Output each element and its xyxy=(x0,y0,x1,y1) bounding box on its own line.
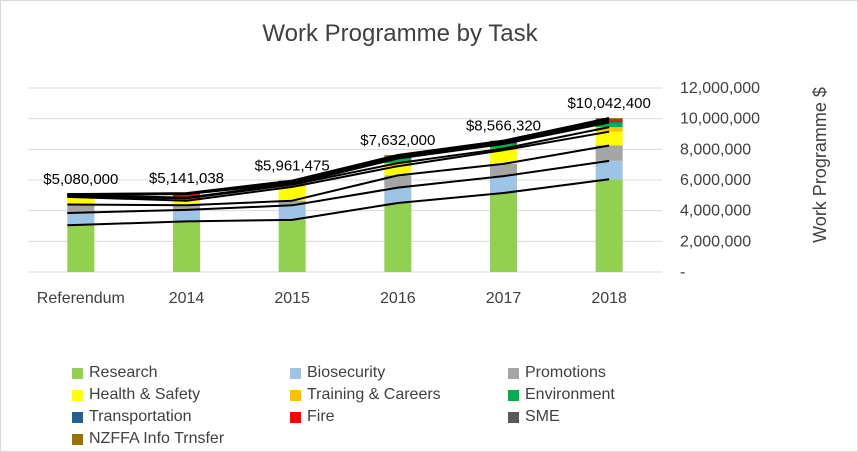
bar-segment xyxy=(173,200,200,206)
bar-segment xyxy=(67,204,95,213)
legend-label: SME xyxy=(525,408,560,425)
legend-swatch xyxy=(508,389,519,401)
bar-segment xyxy=(490,193,517,272)
bar-segment xyxy=(67,225,95,272)
y-tick-label: 10,000,000 xyxy=(680,111,760,128)
x-tick-label: 2015 xyxy=(274,290,310,307)
x-tick-label: 2017 xyxy=(486,290,522,307)
legend-swatch xyxy=(290,389,301,401)
legend-label: Health & Safety xyxy=(89,386,201,403)
legend-item: Promotions xyxy=(508,364,606,382)
legend-item: Research xyxy=(72,364,157,382)
y-tick-label: 4,000,000 xyxy=(680,203,751,220)
bar-segment xyxy=(384,163,412,167)
series-connector-line xyxy=(67,159,610,214)
legend-label: Transportation xyxy=(89,408,192,425)
bar-segment xyxy=(67,196,95,205)
series-connector-line xyxy=(67,144,610,207)
bar-segment xyxy=(490,150,517,164)
legend-item: Transportation xyxy=(72,408,192,426)
series-connector-line xyxy=(67,117,610,196)
bar-segment xyxy=(384,203,412,272)
total-data-label: $5,141,038 xyxy=(149,170,224,187)
total-data-label: $7,632,000 xyxy=(360,132,435,149)
bar-segment xyxy=(595,122,623,128)
bar-segment xyxy=(278,186,306,201)
bar-segment xyxy=(595,179,623,272)
y-tick-label: 12,000,000 xyxy=(680,80,760,97)
bar-segment xyxy=(278,219,306,272)
legend-label: Biosecurity xyxy=(307,364,386,381)
total-data-label: $5,080,000 xyxy=(43,171,118,188)
bar-segment xyxy=(278,184,306,187)
legend-label: Training & Careers xyxy=(307,386,441,403)
bar-segment xyxy=(173,205,200,210)
y-axis-title: Work Programme $ xyxy=(810,87,830,243)
x-tick-label: Referendum xyxy=(37,290,125,307)
y-tick-label: - xyxy=(680,264,685,281)
legend-swatch xyxy=(290,367,301,379)
legend-item: Health & Safety xyxy=(72,386,200,404)
bar-segment xyxy=(595,131,623,146)
bar-segment xyxy=(67,212,95,226)
bar-segment xyxy=(384,158,412,164)
legend-swatch xyxy=(508,367,519,379)
bar-segment xyxy=(278,205,306,220)
bar-segment xyxy=(278,200,306,206)
legend-item: Fire xyxy=(290,408,335,426)
legend-item: Environment xyxy=(508,386,615,404)
bar-segment xyxy=(595,160,623,180)
bar-segment xyxy=(173,198,200,201)
series-connector-line xyxy=(67,178,610,227)
legend-item: Training & Careers xyxy=(290,386,441,404)
chart-title: Work Programme by Task xyxy=(262,20,538,47)
legend-label: Environment xyxy=(525,386,615,403)
series-connector-line xyxy=(67,130,610,202)
bar-segment xyxy=(595,145,623,161)
x-tick-label: 2018 xyxy=(591,290,627,307)
bar-segment xyxy=(384,187,412,203)
y-tick-label: 6,000,000 xyxy=(680,172,751,189)
x-tick-label: 2014 xyxy=(169,290,205,307)
bar-segment xyxy=(490,163,517,177)
total-data-label: $5,961,475 xyxy=(255,158,330,175)
bar-segment xyxy=(384,175,412,188)
legend-item: NZFFA Info Trnsfer xyxy=(72,430,224,448)
bar-segment xyxy=(173,221,200,272)
legend-swatch xyxy=(508,411,519,423)
bar-segment xyxy=(384,166,412,176)
legend-label: NZFFA Info Trnsfer xyxy=(89,430,225,447)
total-data-label: $10,042,400 xyxy=(567,95,650,112)
bar-segment xyxy=(173,194,200,198)
legend-item: SME xyxy=(508,408,560,426)
x-tick-label: 2016 xyxy=(380,290,416,307)
legend-label: Fire xyxy=(307,408,335,425)
y-tick-label: 2,000,000 xyxy=(680,233,751,250)
y-tick-label: 8,000,000 xyxy=(680,141,751,158)
bar-segment xyxy=(490,143,517,149)
legend-swatch xyxy=(290,411,301,423)
legend-label: Promotions xyxy=(525,364,606,381)
legend-label: Research xyxy=(89,364,158,381)
legend-item: Biosecurity xyxy=(290,364,385,382)
legend-swatch xyxy=(72,411,83,423)
legend-swatch xyxy=(72,433,83,445)
bar-segment xyxy=(173,209,200,222)
legend-swatch xyxy=(72,367,83,379)
bar-segment xyxy=(490,176,517,194)
total-data-label: $8,566,320 xyxy=(466,118,541,135)
legend-swatch xyxy=(72,389,83,401)
bar-segment xyxy=(595,127,623,132)
